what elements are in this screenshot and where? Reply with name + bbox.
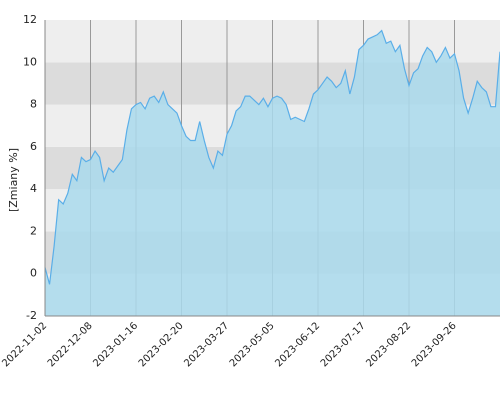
x-tick-label: 2023-02-20 bbox=[137, 320, 186, 369]
x-tick-label: 2022-11-02 bbox=[0, 320, 49, 369]
y-tick-label: 4 bbox=[30, 182, 37, 195]
area bbox=[45, 30, 500, 316]
x-tick-label: 2023-09-26 bbox=[410, 320, 459, 369]
y-tick-label: 8 bbox=[30, 98, 37, 111]
x-tick-label: 2023-01-16 bbox=[91, 320, 140, 369]
y-tick-label: -2 bbox=[26, 309, 37, 322]
x-tick-label: 2023-06-12 bbox=[273, 320, 322, 369]
x-tick-label: 2023-05-05 bbox=[228, 320, 277, 369]
x-tick-label: 2023-08-22 bbox=[364, 320, 413, 369]
y-tick-label: 12 bbox=[23, 13, 37, 26]
x-tick-label: 2023-03-27 bbox=[182, 320, 231, 369]
y-tick-label: 0 bbox=[30, 267, 37, 280]
y-axis-label: [Zmiany %] bbox=[7, 148, 20, 212]
x-tick-label: 2022-12-08 bbox=[46, 320, 95, 369]
y-tick-label: 10 bbox=[23, 55, 37, 68]
y-tick-label: 2 bbox=[30, 224, 37, 237]
line bbox=[44, 29, 500, 285]
x-tick-label: 2023-07-17 bbox=[319, 320, 368, 369]
y-tick-label: 6 bbox=[30, 140, 37, 153]
